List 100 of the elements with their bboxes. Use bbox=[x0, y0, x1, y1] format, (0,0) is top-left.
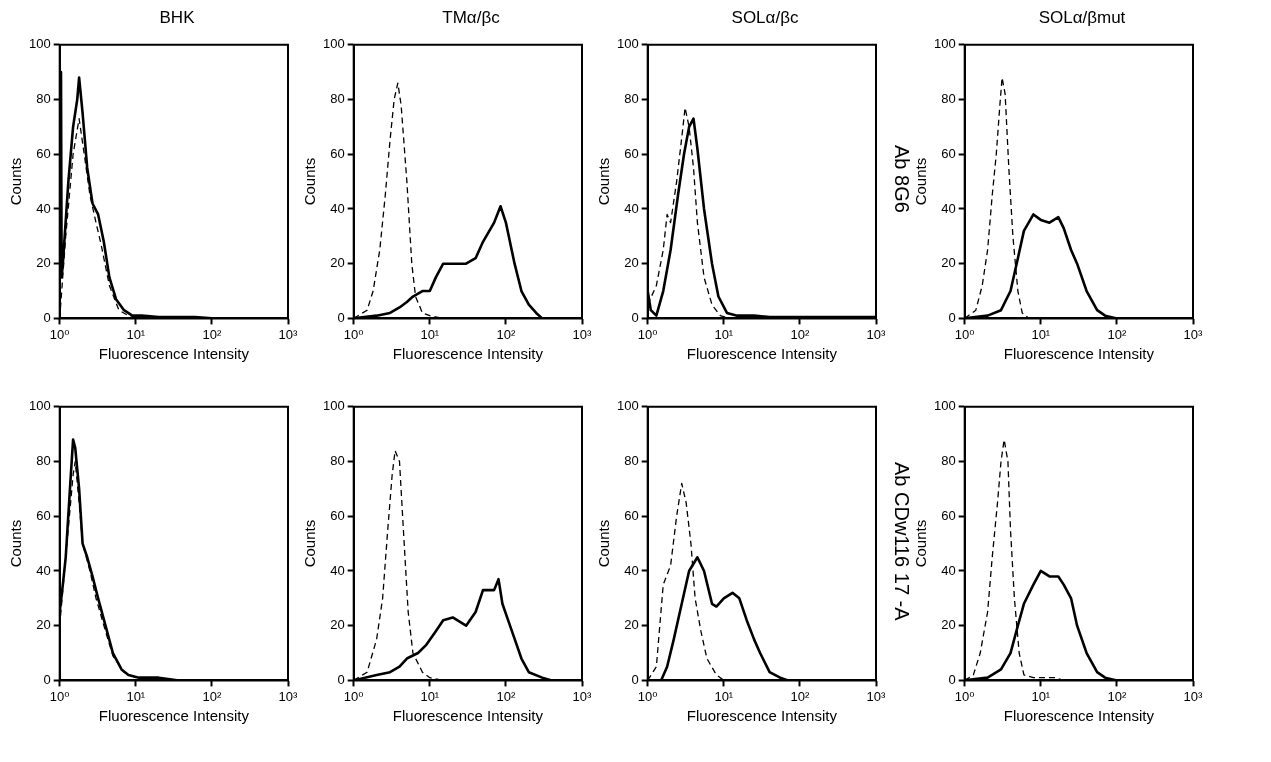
y-tick-label: 80 bbox=[36, 91, 51, 107]
x-axis-title: Fluorescence Intensity bbox=[392, 345, 544, 363]
x-axis-title: Fluorescence Intensity bbox=[686, 345, 838, 363]
y-axis-title: Counts bbox=[595, 157, 613, 206]
y-tick-label: 0 bbox=[631, 671, 639, 687]
y-tick-label: 100 bbox=[933, 36, 956, 52]
y-tick-label: 40 bbox=[36, 562, 51, 578]
x-tick-label: 10³ bbox=[278, 688, 299, 704]
y-tick-label: 100 bbox=[322, 398, 345, 414]
y-tick-label: 20 bbox=[330, 617, 345, 633]
chart-title: SOLα/βmut bbox=[1037, 8, 1127, 29]
y-tick-label: 0 bbox=[631, 309, 639, 325]
text: Ab CDw116 17 -A bbox=[890, 461, 913, 623]
y-tick-label: 100 bbox=[322, 36, 345, 52]
text: Ab 8G6 bbox=[890, 145, 913, 215]
x-tick-label: 10¹ bbox=[1031, 326, 1051, 342]
x-tick-label: 10³ bbox=[1183, 688, 1204, 704]
x-tick-label: 10⁰ bbox=[343, 688, 364, 704]
y-tick-label: 80 bbox=[330, 453, 345, 469]
y-tick-label: 80 bbox=[941, 453, 956, 469]
x-tick-label: 10³ bbox=[278, 326, 299, 342]
y-tick-label: 100 bbox=[933, 398, 956, 414]
y-tick-label: 20 bbox=[624, 617, 639, 633]
y-tick-label: 0 bbox=[948, 671, 956, 687]
y-tick-label: 60 bbox=[624, 507, 639, 523]
y-axis-title: Counts bbox=[912, 157, 930, 206]
x-tick-label: 10⁰ bbox=[343, 326, 364, 342]
x-tick-label: 10¹ bbox=[420, 688, 440, 704]
y-tick-label: 60 bbox=[330, 145, 345, 161]
y-tick-label: 100 bbox=[28, 36, 51, 52]
y-tick-label: 0 bbox=[337, 309, 345, 325]
x-axis-title: Fluorescence Intensity bbox=[98, 345, 250, 363]
y-tick-label: 40 bbox=[941, 200, 956, 216]
x-tick-label: 10³ bbox=[866, 688, 887, 704]
y-tick-label: 80 bbox=[624, 91, 639, 107]
x-tick-label: 10¹ bbox=[126, 326, 146, 342]
y-axis-title: Counts bbox=[912, 519, 930, 568]
x-axis-title: Fluorescence Intensity bbox=[686, 707, 838, 725]
x-tick-label: 10⁰ bbox=[637, 688, 658, 704]
y-tick-label: 40 bbox=[941, 562, 956, 578]
y-tick-label: 100 bbox=[28, 398, 51, 414]
y-tick-label: 20 bbox=[36, 255, 51, 271]
y-tick-label: 20 bbox=[941, 617, 956, 633]
y-axis-title: Counts bbox=[595, 519, 613, 568]
y-tick-label: 60 bbox=[36, 145, 51, 161]
x-tick-label: 10⁰ bbox=[49, 326, 70, 342]
chart-title: TMα/βc bbox=[441, 8, 501, 29]
y-tick-label: 40 bbox=[624, 200, 639, 216]
y-tick-label: 80 bbox=[36, 453, 51, 469]
y-axis-title: Counts bbox=[7, 519, 25, 568]
x-axis-title: Fluorescence Intensity bbox=[392, 707, 544, 725]
y-tick-label: 0 bbox=[43, 309, 51, 325]
x-tick-label: 10² bbox=[1107, 326, 1127, 342]
x-tick-label: 10³ bbox=[866, 326, 887, 342]
x-tick-label: 10⁰ bbox=[954, 326, 975, 342]
y-tick-label: 20 bbox=[624, 255, 639, 271]
x-tick-label: 10³ bbox=[1183, 326, 1204, 342]
x-tick-label: 10⁰ bbox=[954, 688, 975, 704]
x-tick-label: 10² bbox=[496, 326, 516, 342]
y-tick-label: 20 bbox=[941, 255, 956, 271]
y-tick-label: 60 bbox=[941, 145, 956, 161]
x-tick-label: 10¹ bbox=[420, 326, 440, 342]
x-tick-label: 10⁰ bbox=[637, 326, 658, 342]
x-tick-label: 10⁰ bbox=[49, 688, 70, 704]
x-tick-label: 10² bbox=[202, 688, 222, 704]
y-tick-label: 80 bbox=[330, 91, 345, 107]
y-tick-label: 60 bbox=[941, 507, 956, 523]
x-tick-label: 10² bbox=[790, 688, 810, 704]
x-tick-label: 10¹ bbox=[1031, 688, 1051, 704]
y-tick-label: 60 bbox=[330, 507, 345, 523]
x-tick-label: 10² bbox=[790, 326, 810, 342]
y-axis-title: Counts bbox=[301, 519, 319, 568]
x-tick-label: 10³ bbox=[572, 326, 593, 342]
y-tick-label: 40 bbox=[36, 200, 51, 216]
y-tick-label: 40 bbox=[330, 562, 345, 578]
x-axis-title: Fluorescence Intensity bbox=[1003, 707, 1155, 725]
y-tick-label: 60 bbox=[624, 145, 639, 161]
x-tick-label: 10³ bbox=[572, 688, 593, 704]
y-tick-label: 100 bbox=[616, 36, 639, 52]
y-tick-label: 80 bbox=[941, 91, 956, 107]
y-tick-label: 40 bbox=[330, 200, 345, 216]
x-tick-label: 10¹ bbox=[126, 688, 146, 704]
y-tick-label: 20 bbox=[36, 617, 51, 633]
y-tick-label: 40 bbox=[624, 562, 639, 578]
y-axis-title: Counts bbox=[301, 157, 319, 206]
y-tick-label: 0 bbox=[948, 309, 956, 325]
x-axis-title: Fluorescence Intensity bbox=[98, 707, 250, 725]
x-tick-label: 10¹ bbox=[714, 688, 734, 704]
y-tick-label: 60 bbox=[36, 507, 51, 523]
x-axis-title: Fluorescence Intensity bbox=[1003, 345, 1155, 363]
y-tick-label: 100 bbox=[616, 398, 639, 414]
y-tick-label: 20 bbox=[330, 255, 345, 271]
x-tick-label: 10² bbox=[1107, 688, 1127, 704]
chart-title: SOLα/βc bbox=[730, 8, 800, 29]
x-tick-label: 10² bbox=[496, 688, 516, 704]
chart-title: BHK bbox=[158, 8, 196, 29]
y-tick-label: 0 bbox=[337, 671, 345, 687]
y-tick-label: 0 bbox=[43, 671, 51, 687]
x-tick-label: 10² bbox=[202, 326, 222, 342]
y-axis-title: Counts bbox=[7, 157, 25, 206]
